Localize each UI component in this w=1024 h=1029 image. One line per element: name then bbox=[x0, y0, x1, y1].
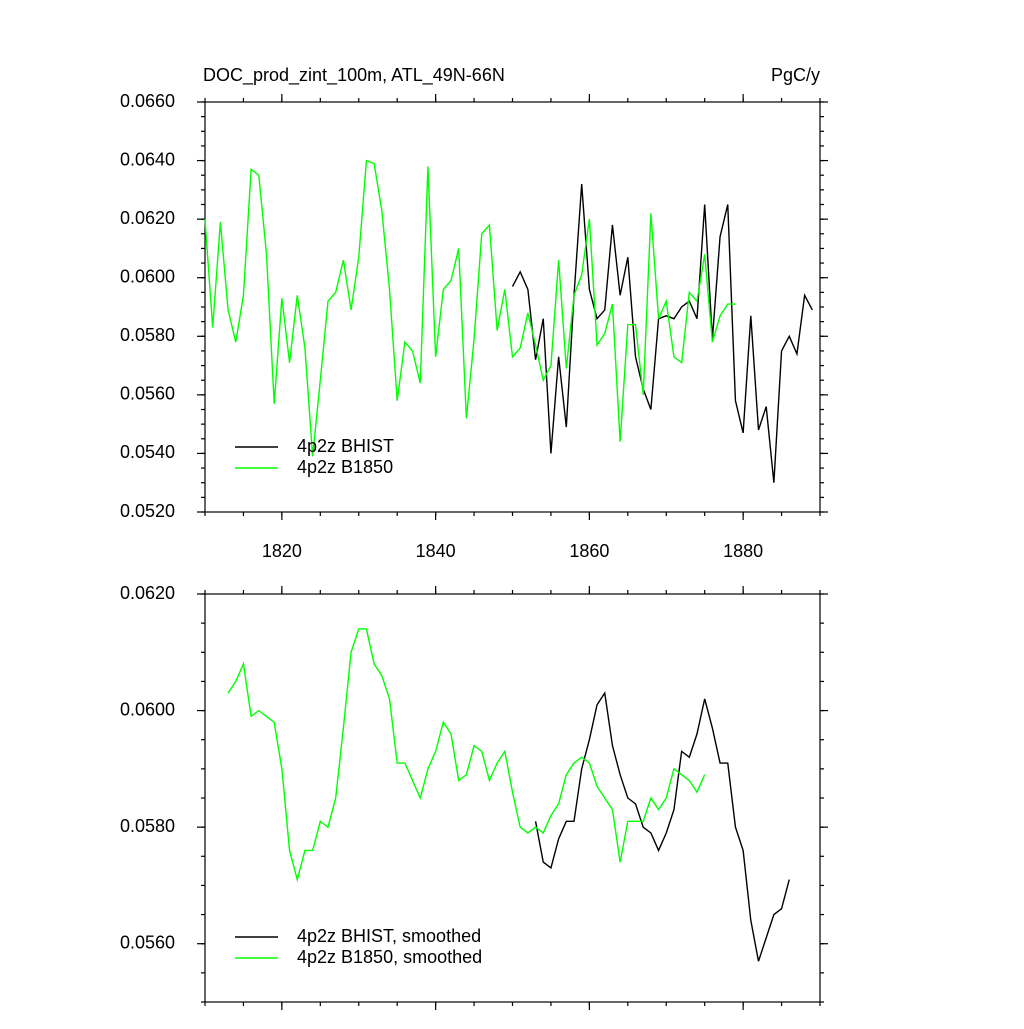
y-tick-label: 0.0620 bbox=[120, 583, 175, 603]
legend-label: 4p2z B1850, smoothed bbox=[297, 947, 482, 967]
y-tick-label: 0.0520 bbox=[120, 501, 175, 521]
y-tick-label: 0.0640 bbox=[120, 149, 175, 169]
y-tick-label: 0.0560 bbox=[120, 384, 175, 404]
x-tick-label: 1880 bbox=[723, 541, 763, 561]
legend-label: 4p2z BHIST bbox=[297, 436, 394, 456]
y-tick-label: 0.0540 bbox=[120, 442, 175, 462]
y-tick-label: 0.0560 bbox=[120, 932, 175, 952]
x-tick-label: 1820 bbox=[262, 541, 302, 561]
data-line bbox=[227, 628, 706, 883]
y-tick-label: 0.0600 bbox=[120, 699, 175, 719]
y-tick-label: 0.0580 bbox=[120, 325, 175, 345]
y-tick-label: 0.0620 bbox=[120, 208, 175, 228]
units-label: PgC/y bbox=[771, 65, 820, 85]
data-line bbox=[204, 159, 736, 457]
x-tick-label: 1860 bbox=[569, 541, 609, 561]
y-tick-label: 0.0580 bbox=[120, 816, 175, 836]
data-line bbox=[511, 183, 813, 483]
x-tick-label: 1840 bbox=[416, 541, 456, 561]
data-line bbox=[534, 691, 790, 962]
legend-label: 4p2z BHIST, smoothed bbox=[297, 926, 481, 946]
chart-title: DOC_prod_zint_100m, ATL_49N-66N bbox=[203, 65, 505, 86]
y-tick-label: 0.0600 bbox=[120, 266, 175, 286]
y-tick-label: 0.0660 bbox=[120, 91, 175, 111]
legend-label: 4p2z B1850 bbox=[297, 457, 393, 477]
